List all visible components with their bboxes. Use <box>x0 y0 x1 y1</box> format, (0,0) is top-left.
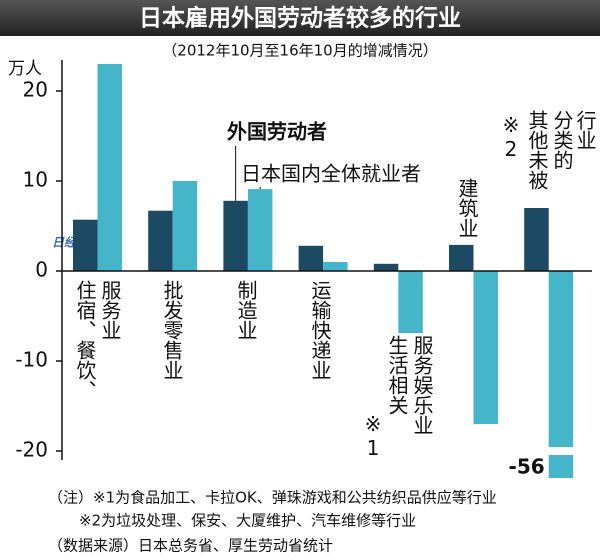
x-tick-label: 建筑业 <box>455 178 479 238</box>
bar <box>323 262 348 271</box>
x-tick-label: 分类的 <box>550 110 574 170</box>
x-tick-label: 制造业 <box>234 280 258 340</box>
y-axis-label: 万人 <box>8 59 42 79</box>
bar <box>373 263 399 271</box>
bar <box>548 271 574 447</box>
legend-label: 外国劳动者 <box>227 120 327 144</box>
chart-title: 日本雇用外国劳动者较多的行业 <box>139 5 461 32</box>
bar <box>148 210 173 271</box>
bar <box>449 244 474 271</box>
y-tick-label: 10 <box>23 168 48 192</box>
bar <box>473 271 498 424</box>
x-tick-label: 行业 <box>573 110 597 150</box>
bar <box>524 208 549 271</box>
bar <box>247 189 273 271</box>
x-tick-label: 住宿、餐饮、 <box>73 280 97 400</box>
data-label: -56 <box>509 455 545 479</box>
note: （数据来源）日本总务省、厚生劳动省统计 <box>48 537 333 555</box>
y-tick-label: 20 <box>23 78 48 102</box>
x-tick-label: 生活相关 <box>385 335 409 415</box>
bar <box>73 219 98 271</box>
bar <box>97 64 122 271</box>
x-tick-label: ※2 <box>499 113 523 161</box>
bar-break-piece <box>548 455 574 478</box>
bar <box>298 245 324 271</box>
chart-subtitle: （2012年10月至16年10月的增减情况） <box>162 42 437 60</box>
y-tick-label: -20 <box>15 438 48 462</box>
note: （注）※1为食品加工、卡拉OK、弹珠游戏和公共纺织品供应等行业 <box>48 489 497 507</box>
bar <box>172 181 198 271</box>
x-tick-label: 服务业 <box>98 280 122 340</box>
bar <box>398 271 423 334</box>
x-tick-label: 其他未被 <box>525 110 549 190</box>
title-banner <box>0 0 600 36</box>
x-tick-label: 批发零售业 <box>160 280 184 380</box>
legend-label: 日本国内全体就业者 <box>241 162 421 186</box>
y-tick-label: -10 <box>15 348 48 372</box>
bar <box>223 200 248 271</box>
y-tick-label: 0 <box>35 258 48 282</box>
x-tick-label: ※1 <box>361 412 385 460</box>
x-tick-label: 运输快递业 <box>308 280 332 380</box>
note: ※2为垃圾处理、保安、大厦维护、汽车维修等行业 <box>79 512 416 530</box>
x-tick-label: 服务娱乐业 <box>410 335 434 435</box>
